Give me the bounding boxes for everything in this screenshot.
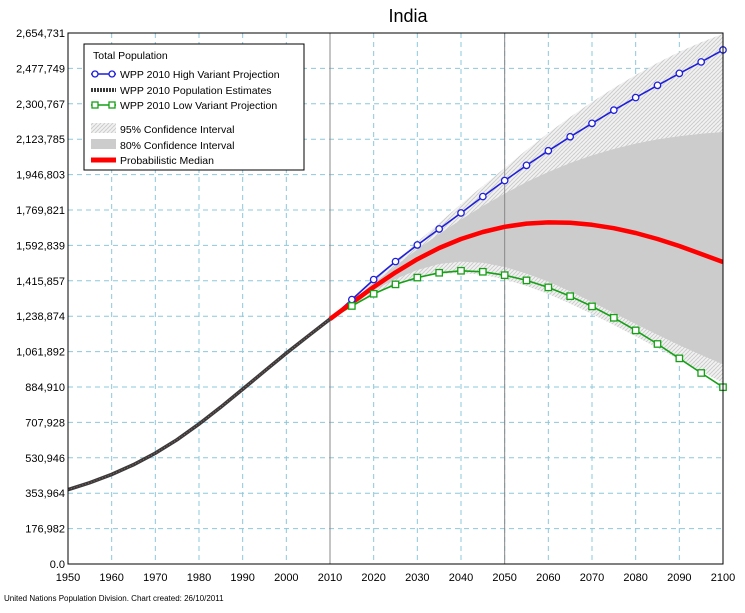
low-point bbox=[544, 283, 553, 292]
legend: Total Population WPP 2010 High Variant P… bbox=[83, 43, 305, 171]
y-tick-label: 1,946,803 bbox=[16, 170, 65, 182]
y-tick-label: 2,477,749 bbox=[16, 63, 65, 75]
x-tick-label: 1970 bbox=[143, 572, 167, 584]
series-line-estimates-texture bbox=[68, 318, 331, 491]
high-point bbox=[631, 93, 640, 102]
y-tick-labels: 0.0 176,982 353,964 530,946 707,928 884,910 1,… bbox=[16, 28, 65, 571]
legend-marker-low bbox=[108, 101, 116, 109]
low-point bbox=[347, 302, 356, 310]
y-tick-label: 0.0 bbox=[50, 559, 65, 571]
high-point bbox=[544, 146, 553, 155]
low-point bbox=[588, 302, 596, 311]
y-tick-label: 530,946 bbox=[25, 453, 65, 465]
y-tick-label: 1,592,839 bbox=[16, 240, 65, 252]
legend-label-ci95: 95% Confidence Interval bbox=[120, 124, 234, 136]
y-tick-label: 1,061,892 bbox=[16, 347, 65, 359]
low-point bbox=[435, 268, 444, 277]
x-tick-label: 1950 bbox=[56, 572, 80, 584]
legend-marker-low bbox=[91, 101, 99, 109]
legend-label-estimates: WPP 2010 Population Estimates bbox=[120, 85, 272, 97]
source-credit: United Nations Population Division. Char… bbox=[4, 594, 224, 603]
vertical-markers bbox=[329, 33, 506, 564]
low-point bbox=[369, 289, 378, 298]
x-tick-label: 1980 bbox=[187, 572, 211, 584]
x-tick-label: 2100 bbox=[711, 572, 735, 584]
legend-entry-median: Probabilistic Median bbox=[91, 155, 214, 167]
low-point bbox=[566, 292, 575, 301]
y-tick-label: 353,964 bbox=[25, 488, 65, 500]
x-tick-label: 2030 bbox=[405, 572, 429, 584]
y-tick-label: 884,910 bbox=[25, 382, 65, 394]
legend-box bbox=[83, 43, 305, 171]
y-tick-label: 1,769,821 bbox=[16, 205, 65, 217]
high-point bbox=[413, 241, 422, 249]
high-point bbox=[566, 132, 575, 141]
low-point bbox=[391, 280, 400, 289]
legend-label-ci80: 80% Confidence Interval bbox=[120, 140, 234, 152]
y-tick-label: 1,415,857 bbox=[16, 276, 65, 288]
legend-entry-estimates: WPP 2010 Population Estimates bbox=[91, 85, 272, 97]
legend-label-median: Probabilistic Median bbox=[120, 155, 214, 167]
x-tick-label: 2050 bbox=[492, 572, 516, 584]
low-point bbox=[478, 267, 487, 276]
low-point bbox=[413, 273, 422, 282]
y-tick-label: 2,654,731 bbox=[16, 28, 65, 40]
x-tick-label: 2000 bbox=[274, 572, 298, 584]
legend-entry-low: WPP 2010 Low Variant Projection bbox=[91, 100, 277, 112]
high-point bbox=[675, 69, 684, 78]
x-tick-label: 2040 bbox=[449, 572, 473, 584]
high-point bbox=[653, 81, 662, 90]
y-tick-label: 176,982 bbox=[25, 524, 65, 536]
x-tick-label: 2010 bbox=[318, 572, 342, 584]
legend-label-low: WPP 2010 Low Variant Projection bbox=[120, 100, 277, 112]
legend-label-high: WPP 2010 High Variant Projection bbox=[120, 69, 280, 81]
high-point bbox=[478, 192, 487, 201]
plot-frame bbox=[67, 32, 724, 565]
ci80-band bbox=[330, 132, 723, 365]
high-point bbox=[500, 176, 509, 185]
high-point bbox=[457, 209, 465, 217]
low-point bbox=[631, 326, 640, 335]
legend-entry-ci95: 95% Confidence Interval bbox=[91, 123, 234, 136]
x-tick-label: 2090 bbox=[667, 572, 691, 584]
high-point bbox=[588, 119, 596, 128]
legend-swatch-ci80 bbox=[91, 139, 116, 149]
high-point bbox=[369, 275, 378, 284]
low-point bbox=[609, 313, 618, 322]
x-tick-label: 2060 bbox=[536, 572, 560, 584]
low-point bbox=[653, 340, 662, 348]
legend-marker-high bbox=[91, 70, 99, 78]
y-tick-label: 1,238,874 bbox=[16, 311, 65, 323]
x-tick-label: 1990 bbox=[230, 572, 254, 584]
legend-title: Total Population bbox=[93, 50, 168, 62]
low-point bbox=[675, 354, 684, 363]
low-point bbox=[697, 369, 706, 377]
high-point bbox=[435, 225, 444, 233]
low-point bbox=[500, 271, 509, 280]
low-point bbox=[457, 266, 465, 275]
x-tick-label: 1960 bbox=[99, 572, 123, 584]
high-point bbox=[347, 295, 356, 304]
high-point bbox=[522, 161, 531, 170]
legend-entry-ci80: 80% Confidence Interval bbox=[91, 139, 234, 152]
y-tick-label: 707,928 bbox=[25, 417, 65, 429]
chart-title: India bbox=[388, 6, 428, 26]
high-point bbox=[391, 257, 400, 266]
x-tick-label: 2020 bbox=[361, 572, 385, 584]
confidence-bands bbox=[330, 33, 723, 384]
y-tick-label: 2,123,785 bbox=[16, 134, 65, 146]
low-point bbox=[522, 276, 531, 285]
legend-swatch-ci95 bbox=[91, 123, 116, 133]
high-point bbox=[609, 106, 618, 115]
legend-marker-high bbox=[108, 70, 116, 78]
legend-entry-high: WPP 2010 High Variant Projection bbox=[91, 69, 280, 81]
x-tick-label: 2080 bbox=[623, 572, 647, 584]
high-point bbox=[697, 58, 706, 66]
x-tick-label: 2070 bbox=[580, 572, 604, 584]
x-tick-labels: 1950 1960 1970 1980 1990 2000 2010 2020 2030 2040… bbox=[56, 572, 735, 584]
y-tick-label: 2,300,767 bbox=[16, 99, 65, 111]
series-line-median bbox=[328, 220, 723, 321]
